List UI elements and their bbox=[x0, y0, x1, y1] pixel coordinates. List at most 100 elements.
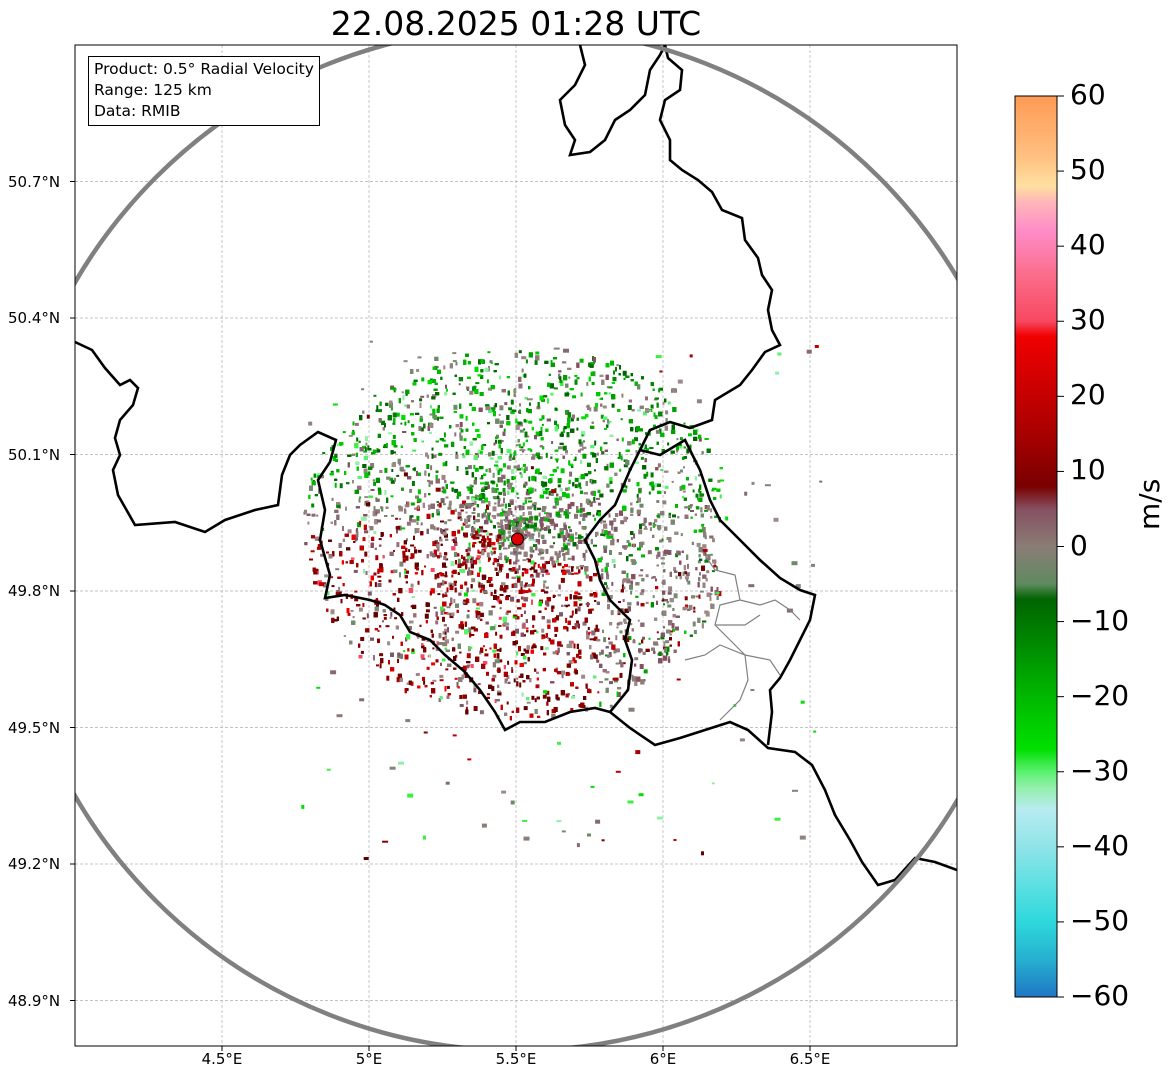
echo-pixel bbox=[619, 672, 623, 678]
echo-pixel bbox=[531, 475, 536, 481]
echo-pixel bbox=[542, 488, 545, 491]
echo-pixel bbox=[522, 622, 526, 628]
echo-pixel bbox=[438, 502, 442, 508]
echo-pixel bbox=[532, 503, 534, 507]
echo-pixel bbox=[684, 596, 688, 601]
echo-pixel bbox=[520, 589, 525, 594]
echo-pixel bbox=[364, 551, 368, 557]
echo-pixel bbox=[491, 605, 496, 608]
echo-pixel bbox=[570, 417, 574, 422]
echo-pixel bbox=[616, 622, 620, 626]
echo-pixel bbox=[568, 640, 572, 645]
echo-pixel bbox=[493, 515, 497, 519]
echo-pixel bbox=[524, 419, 528, 423]
echo-pixel bbox=[335, 568, 340, 571]
echo-pixel bbox=[470, 664, 474, 668]
echo-pixel bbox=[485, 649, 487, 652]
echo-pixel bbox=[477, 513, 480, 518]
echo-pixel bbox=[591, 490, 596, 496]
echo-pixel bbox=[396, 542, 400, 548]
echo-pixel bbox=[464, 558, 469, 563]
echo-pixel bbox=[534, 488, 537, 492]
echo-pixel bbox=[657, 463, 661, 468]
echo-pixel bbox=[526, 558, 530, 560]
echo-pixel bbox=[563, 522, 567, 527]
echo-pixel bbox=[569, 471, 573, 477]
echo-pixel bbox=[498, 659, 503, 663]
echo-pixel bbox=[437, 582, 442, 588]
echo-pixel bbox=[348, 434, 353, 437]
echo-pixel bbox=[667, 604, 672, 608]
echo-pixel bbox=[600, 414, 604, 419]
echo-pixel bbox=[426, 479, 430, 482]
echo-pixel bbox=[600, 649, 604, 655]
echo-pixel bbox=[546, 619, 551, 624]
echo-pixel bbox=[424, 565, 426, 568]
echo-pixel bbox=[578, 655, 582, 659]
echo-pixel bbox=[468, 646, 473, 649]
echo-pixel bbox=[599, 681, 603, 684]
echo-pixel bbox=[608, 513, 611, 518]
echo-pixel bbox=[622, 599, 625, 602]
echo-pixel bbox=[663, 641, 666, 647]
echo-pixel bbox=[602, 405, 607, 409]
echo-pixel bbox=[516, 677, 519, 680]
echo-pixel bbox=[609, 534, 614, 536]
echo-pixel bbox=[506, 465, 511, 470]
echo-pixel bbox=[643, 669, 648, 674]
echo-pixel bbox=[532, 453, 536, 457]
echo-pixel bbox=[392, 412, 397, 418]
echo-pixel bbox=[440, 498, 445, 504]
echo-pixel bbox=[711, 489, 715, 492]
echo-pixel bbox=[378, 409, 382, 413]
echo-pixel bbox=[582, 621, 587, 626]
echo-pixel bbox=[523, 706, 528, 711]
echo-pixel bbox=[410, 544, 415, 547]
echo-pixel bbox=[432, 679, 437, 682]
echo-pixel bbox=[498, 413, 501, 416]
echo-pixel bbox=[474, 467, 479, 472]
echo-pixel bbox=[526, 701, 531, 704]
echo-pixel bbox=[423, 680, 426, 685]
echo-pixel bbox=[618, 601, 621, 603]
echo-pixel bbox=[553, 527, 556, 530]
echo-pixel bbox=[524, 590, 529, 594]
echo-pixel bbox=[695, 493, 699, 498]
echo-pixel bbox=[673, 567, 677, 572]
echo-pixel bbox=[577, 623, 580, 629]
echo-pixel bbox=[432, 647, 435, 650]
echo-pixel bbox=[540, 556, 545, 560]
echo-pixel bbox=[330, 609, 335, 615]
echo-pixel bbox=[501, 541, 505, 547]
echo-pixel bbox=[362, 445, 366, 449]
echo-pixel bbox=[520, 446, 524, 449]
echo-pixel bbox=[577, 449, 581, 453]
echo-pixel bbox=[557, 562, 562, 566]
echo-pixel bbox=[593, 406, 598, 412]
echo-pixel bbox=[622, 608, 625, 613]
echo-pixel bbox=[352, 429, 355, 433]
echo-pixel bbox=[697, 560, 701, 564]
echo-pixel bbox=[445, 571, 448, 576]
echo-pixel bbox=[500, 585, 504, 588]
echo-pixel bbox=[573, 643, 576, 649]
echo-pixel bbox=[587, 627, 590, 630]
echo-pixel bbox=[457, 558, 461, 564]
echo-pixel bbox=[660, 636, 665, 640]
echo-pixel bbox=[621, 662, 626, 665]
echo-pixel bbox=[354, 590, 358, 593]
echo-pixel bbox=[671, 480, 674, 483]
echo-pixel bbox=[492, 562, 495, 566]
echo-pixel bbox=[535, 351, 540, 355]
echo-pixel bbox=[417, 489, 421, 495]
echo-pixel bbox=[562, 445, 567, 451]
echo-pixel bbox=[541, 423, 544, 426]
echo-pixel bbox=[544, 647, 549, 650]
echo-pixel bbox=[556, 615, 559, 619]
echo-pixel bbox=[645, 574, 649, 578]
echo-pixel bbox=[459, 432, 462, 438]
echo-pixel bbox=[705, 611, 710, 617]
echo-pixel bbox=[386, 675, 390, 681]
echo-pixel bbox=[582, 453, 587, 459]
echo-pixel bbox=[487, 512, 491, 516]
